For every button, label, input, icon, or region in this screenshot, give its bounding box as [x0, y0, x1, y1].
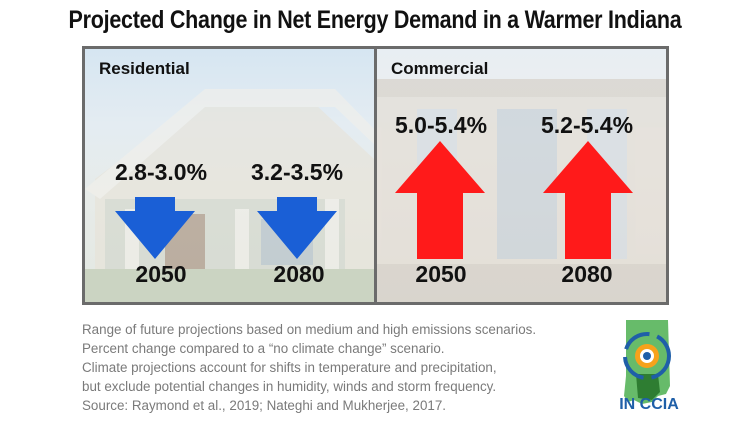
year-label-residential-2050: 2050 — [135, 261, 187, 287]
panel-title-residential: Residential — [99, 59, 190, 78]
value-label-residential-2050: 2.8-3.0% — [114, 159, 208, 185]
caption-line: Percent change compared to a “no climate… — [82, 341, 445, 356]
arrow-up-commercial-2080 — [543, 141, 633, 259]
arrow-down-residential-2080 — [257, 197, 337, 259]
commercial-panel: Commercial 5.0-5.4% 5.2-5.4% 2050 2080 — [377, 49, 666, 302]
caption: Range of future projections based on med… — [82, 320, 602, 415]
arrow-up-commercial-2050 — [395, 141, 485, 259]
caption-line: Range of future projections based on med… — [82, 322, 537, 337]
caption-line: but exclude potential changes in humidit… — [82, 379, 497, 394]
panel-title-commercial: Commercial — [391, 59, 489, 78]
caption-line: Source: Raymond et al., 2019; Nateghi an… — [82, 398, 447, 413]
chart-panels: Residential 2.8-3.0% 3.2-3.5% 2050 2080 … — [82, 46, 669, 305]
indiana-state-logo-icon — [623, 320, 671, 404]
value-label-commercial-2080: 5.2-5.4% — [540, 112, 634, 138]
year-label-commercial-2080: 2080 — [561, 261, 613, 287]
year-label-commercial-2050: 2050 — [415, 261, 467, 287]
value-label-commercial-2050: 5.0-5.4% — [394, 112, 488, 138]
chart-title: Projected Change in Net Energy Demand in… — [68, 6, 682, 34]
caption-line: Climate projections account for shifts i… — [82, 360, 497, 375]
value-label-residential-2080: 3.2-3.5% — [250, 159, 344, 185]
arrow-down-residential-2050 — [115, 197, 195, 259]
panel-divider — [374, 49, 377, 302]
logo-text: IN CCIA — [619, 396, 679, 413]
year-label-residential-2080: 2080 — [273, 261, 325, 287]
residential-panel: Residential 2.8-3.0% 3.2-3.5% 2050 2080 — [85, 49, 374, 302]
